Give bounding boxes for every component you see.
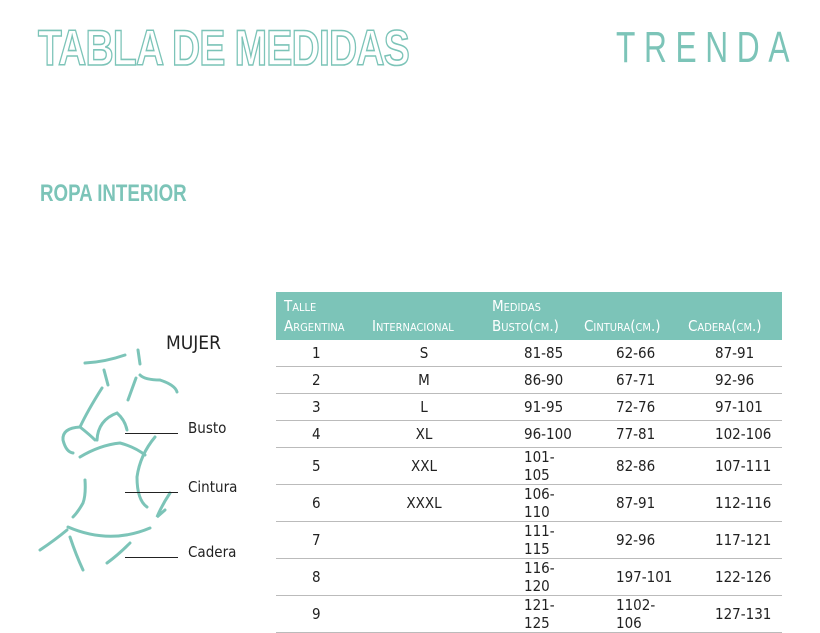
table-cell: 5: [276, 447, 364, 485]
header-line2: Busto(cm.): [492, 317, 559, 335]
table-cell: [364, 521, 484, 559]
header-line2: Internacional: [372, 317, 454, 335]
table-cell: XXXL: [364, 484, 484, 522]
header-line1: Talle: [284, 297, 317, 315]
table-cell: 1102-106: [576, 595, 680, 633]
table-row: 3 L 91-95 72-76 97-101: [276, 393, 782, 421]
table-cell: 6: [276, 484, 364, 522]
table-cell: 92-96: [576, 521, 680, 559]
header-line1: Medidas: [492, 297, 541, 315]
label-cadera: Cadera: [188, 543, 237, 561]
table-cell: 86-90: [484, 366, 576, 394]
figure-title: MUJER: [166, 332, 221, 354]
busto-line: [125, 433, 178, 434]
table-cell: 72-76: [576, 393, 680, 421]
table-cell: 81-85: [484, 340, 576, 367]
table-row: 6 XXXL 106-110 87-91 112-116: [276, 484, 782, 522]
column-header: Internacional: [364, 292, 484, 340]
table-cell: 82-86: [576, 447, 680, 485]
table-cell: 4: [276, 420, 364, 448]
column-header: Cadera(cm.): [680, 292, 782, 340]
table-cell: XL: [364, 420, 484, 448]
header-line1: [584, 296, 680, 316]
column-header: Medidas Busto(cm.): [484, 292, 576, 340]
label-busto: Busto: [188, 419, 227, 437]
section-title: ROPA INTERIOR: [40, 180, 187, 207]
header-line2: Cintura(cm.): [584, 317, 661, 335]
table-cell: 122-126: [680, 558, 782, 596]
table-cell: 112-116: [680, 484, 782, 522]
label-cintura: Cintura: [188, 478, 238, 496]
table-row: 8 116-120 197-101 122-126: [276, 558, 782, 596]
table-cell: 121-125: [484, 595, 576, 633]
table-cell: 2: [276, 366, 364, 394]
header-line1: [688, 296, 782, 316]
table-cell: 7: [276, 521, 364, 559]
table-cell: 102-106: [680, 420, 782, 448]
table-cell: 91-95: [484, 393, 576, 421]
brand-logo: TRENDA: [616, 23, 799, 72]
table-row: 5 XXL 101-105 82-86 107-111: [276, 447, 782, 485]
table-cell: 92-96: [680, 366, 782, 394]
table-cell: M: [364, 366, 484, 394]
table-cell: 96-100: [484, 420, 576, 448]
table-row: 2 M 86-90 67-71 92-96: [276, 366, 782, 394]
table-cell: [364, 595, 484, 633]
header-line1: [372, 296, 484, 316]
page-title: TABLA DE MEDIDAS: [37, 20, 410, 76]
table-cell: 8: [276, 558, 364, 596]
table-cell: 127-131: [680, 595, 782, 633]
cadera-line: [125, 557, 178, 558]
table-cell: 116-120: [484, 558, 576, 596]
table-cell: XXL: [364, 447, 484, 485]
table-row: 7 111-115 92-96 117-121: [276, 521, 782, 559]
woman-body-outline-icon: [38, 348, 179, 572]
cintura-line: [125, 492, 178, 493]
table-cell: 107-111: [680, 447, 782, 485]
table-cell: S: [364, 340, 484, 367]
column-header: Cintura(cm.): [576, 292, 680, 340]
table-cell: 9: [276, 595, 364, 633]
table-row: 4 XL 96-100 77-81 102-106: [276, 420, 782, 448]
column-header: Talle Argentina: [276, 292, 364, 340]
table-cell: 62-66: [576, 340, 680, 367]
table-cell: 111-115: [484, 521, 576, 559]
table-cell: 87-91: [680, 340, 782, 367]
size-table: Talle Argentina Internacional Medidas Busto…: [276, 292, 782, 633]
table-row: 9 121-125 1102-106 127-131: [276, 595, 782, 633]
table-cell: 97-101: [680, 393, 782, 421]
table-cell: [364, 558, 484, 596]
table-cell: 1: [276, 340, 364, 367]
header-line2: Cadera(cm.): [688, 317, 762, 335]
table-cell: 106-110: [484, 484, 576, 522]
table-cell: 67-71: [576, 366, 680, 394]
table-cell: 77-81: [576, 420, 680, 448]
table-cell: 87-91: [576, 484, 680, 522]
table-cell: 101-105: [484, 447, 576, 485]
table-cell: 117-121: [680, 521, 782, 559]
table-cell: 197-101: [576, 558, 680, 596]
header-line2: Argentina: [284, 317, 345, 335]
table-cell: 3: [276, 393, 364, 421]
table-cell: L: [364, 393, 484, 421]
table-row: 1 S 81-85 62-66 87-91: [276, 340, 782, 367]
